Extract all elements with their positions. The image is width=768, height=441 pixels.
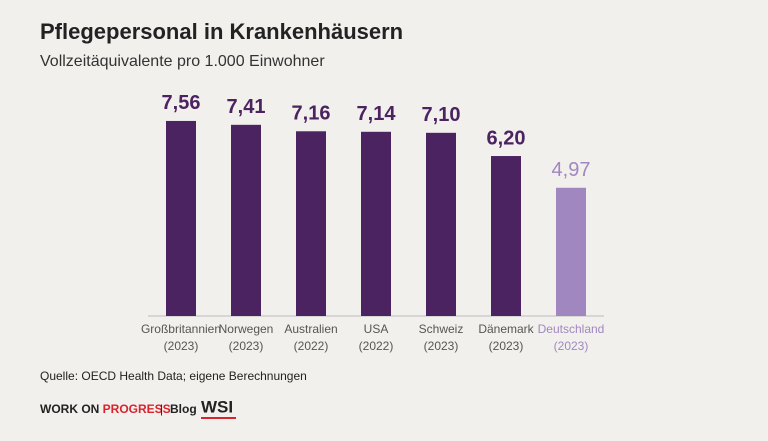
chart-subtitle: Vollzeitäquivalente pro 1.000 Einwohner bbox=[40, 53, 325, 70]
brand: WORK ON PROGRESS bbox=[40, 402, 171, 416]
bar bbox=[296, 131, 326, 316]
x-tick-label: Schweiz bbox=[419, 322, 464, 336]
value-label: 6,20 bbox=[487, 127, 526, 149]
bar bbox=[491, 156, 521, 316]
x-tick-sublabel: (2023) bbox=[164, 339, 199, 353]
x-tick-sublabel: (2023) bbox=[424, 339, 459, 353]
x-tick-label: Deutschland bbox=[538, 322, 605, 336]
value-label: 4,97 bbox=[552, 159, 591, 181]
bar bbox=[361, 131, 391, 316]
brand-b: PROGRESS bbox=[103, 402, 171, 416]
value-label: 7,41 bbox=[227, 96, 266, 118]
x-tick-label: Dänemark bbox=[478, 322, 534, 336]
separator: | bbox=[160, 402, 163, 416]
chart-title: Pflegepersonal in Krankenhäusern bbox=[40, 19, 403, 44]
x-tick-sublabel: (2022) bbox=[359, 339, 394, 353]
x-tick-sublabel: (2023) bbox=[229, 339, 264, 353]
x-tick-label: Australien bbox=[284, 322, 337, 336]
bar bbox=[166, 120, 196, 317]
value-label: 7,10 bbox=[422, 104, 461, 126]
brand-a: WORK ON bbox=[40, 402, 99, 416]
x-tick-sublabel: (2022) bbox=[294, 339, 329, 353]
x-tick-label: Norwegen bbox=[219, 322, 274, 336]
value-label: 7,56 bbox=[162, 92, 201, 114]
x-tick-sublabel: (2023) bbox=[489, 339, 524, 353]
bar bbox=[556, 187, 586, 316]
logo: WSI bbox=[201, 397, 233, 416]
x-tick-label: USA bbox=[364, 322, 389, 336]
x-tick-label: Großbritannien bbox=[141, 322, 221, 336]
blog: Blog bbox=[170, 402, 197, 416]
source: Quelle: OECD Health Data; eigene Berechn… bbox=[40, 369, 307, 383]
value-label: 7,16 bbox=[292, 103, 331, 125]
bar bbox=[231, 124, 261, 317]
value-label: 7,14 bbox=[357, 103, 397, 125]
x-tick-sublabel: (2023) bbox=[554, 339, 589, 353]
bar bbox=[426, 132, 456, 316]
